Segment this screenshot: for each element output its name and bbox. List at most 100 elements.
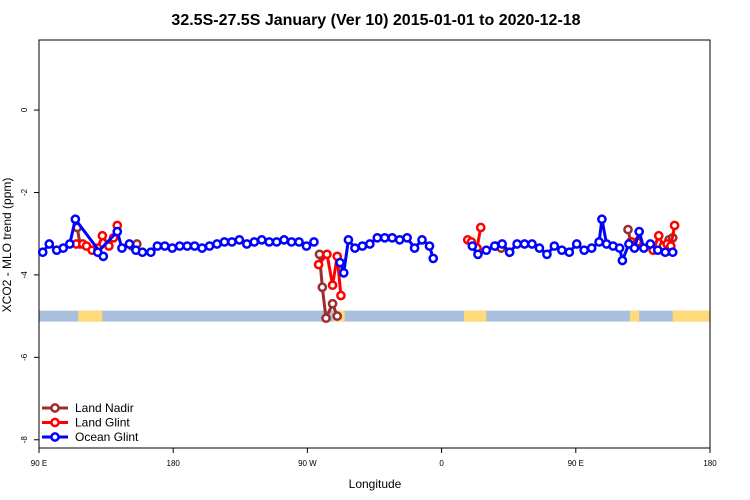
series-line bbox=[41, 217, 315, 258]
data-point bbox=[317, 282, 328, 293]
data-point bbox=[174, 241, 185, 251]
data-point bbox=[409, 243, 420, 253]
data-point bbox=[669, 220, 680, 231]
data-point bbox=[667, 247, 678, 258]
land-segment bbox=[672, 310, 710, 322]
data-point bbox=[332, 311, 343, 321]
data-point bbox=[58, 243, 69, 253]
data-point bbox=[112, 226, 123, 237]
data-point bbox=[219, 237, 230, 247]
data-point bbox=[638, 243, 649, 253]
data-point bbox=[660, 247, 671, 258]
data-point bbox=[204, 241, 215, 251]
data-point bbox=[623, 224, 633, 235]
data-point bbox=[338, 267, 349, 278]
data-point bbox=[489, 241, 500, 251]
x-tick-label: 90 E bbox=[31, 459, 47, 468]
series-ocean-glint bbox=[37, 214, 678, 278]
y-tick-label: -6 bbox=[20, 353, 29, 361]
data-point bbox=[653, 230, 664, 241]
data-point bbox=[645, 239, 656, 249]
data-point bbox=[137, 247, 148, 258]
y-axis-label: XCO2 - MLO trend (ppm) bbox=[0, 178, 14, 313]
data-point bbox=[542, 249, 552, 260]
data-point bbox=[372, 232, 383, 243]
data-point bbox=[264, 237, 275, 247]
data-point bbox=[97, 230, 108, 241]
y-tick-label: -2 bbox=[20, 188, 29, 196]
land-segment bbox=[629, 310, 640, 322]
data-point bbox=[387, 232, 398, 243]
data-point bbox=[343, 235, 354, 245]
series-group bbox=[37, 214, 680, 324]
data-point bbox=[294, 237, 304, 247]
y-tick-label: 0 bbox=[20, 107, 29, 112]
data-point bbox=[357, 241, 368, 251]
data-point bbox=[37, 247, 48, 258]
data-point bbox=[321, 313, 331, 324]
data-point bbox=[350, 243, 360, 253]
data-point bbox=[227, 237, 237, 247]
data-point bbox=[594, 237, 604, 247]
data-point bbox=[335, 257, 345, 268]
data-point bbox=[473, 249, 483, 260]
chart-title: 32.5S-27.5S January (Ver 10) 2015-01-01 … bbox=[171, 12, 580, 29]
data-point bbox=[379, 232, 390, 243]
data-point bbox=[475, 222, 486, 233]
data-point bbox=[634, 226, 645, 237]
data-point bbox=[534, 243, 545, 253]
data-point bbox=[549, 241, 560, 251]
plot-frame bbox=[38, 39, 711, 449]
data-point bbox=[586, 243, 597, 253]
data-point bbox=[617, 255, 628, 266]
data-point bbox=[322, 249, 332, 260]
data-point bbox=[327, 298, 338, 309]
land-segment bbox=[78, 310, 103, 322]
data-point bbox=[309, 237, 319, 247]
x-tick-label: 90 E bbox=[568, 459, 584, 468]
data-point bbox=[597, 214, 607, 225]
data-point bbox=[571, 239, 582, 249]
data-point bbox=[70, 214, 81, 225]
data-point bbox=[271, 237, 282, 247]
data-point bbox=[44, 239, 55, 249]
x-tick-label: 90 W bbox=[298, 459, 317, 468]
legend-marker bbox=[50, 417, 60, 428]
ocean-band bbox=[39, 310, 710, 322]
data-point bbox=[117, 243, 127, 253]
x-tick-label: 180 bbox=[167, 459, 181, 468]
data-point bbox=[152, 241, 163, 251]
data-point bbox=[313, 259, 324, 270]
data-point bbox=[336, 290, 346, 301]
legend-label: Ocean Glint bbox=[75, 430, 139, 444]
legend-label: Land Nadir bbox=[75, 401, 134, 415]
data-point bbox=[182, 241, 193, 251]
data-point bbox=[159, 241, 170, 251]
data-point bbox=[241, 239, 252, 249]
data-point bbox=[402, 232, 412, 243]
data-point bbox=[167, 243, 178, 253]
x-tick-label: 180 bbox=[703, 459, 717, 468]
data-point bbox=[394, 235, 405, 245]
data-point bbox=[327, 280, 338, 291]
data-point bbox=[234, 235, 245, 245]
data-point bbox=[64, 239, 75, 249]
data-point bbox=[556, 245, 567, 256]
data-point bbox=[497, 239, 508, 249]
data-point bbox=[364, 239, 375, 249]
data-point bbox=[92, 247, 103, 258]
legend-marker bbox=[50, 403, 60, 413]
x-tick-label: 0 bbox=[439, 459, 444, 468]
data-point bbox=[527, 239, 537, 249]
data-point bbox=[314, 249, 325, 260]
data-point bbox=[189, 241, 200, 251]
data-point bbox=[512, 239, 522, 249]
data-point bbox=[145, 247, 156, 258]
data-point bbox=[249, 237, 260, 247]
axes: 90 E 180 90 W 0 90 E 180 0 -2 -4 -6 -8 bbox=[20, 39, 717, 468]
land-segment bbox=[463, 310, 487, 322]
data-point bbox=[124, 239, 135, 249]
data-point bbox=[481, 245, 492, 256]
data-point bbox=[417, 235, 427, 245]
